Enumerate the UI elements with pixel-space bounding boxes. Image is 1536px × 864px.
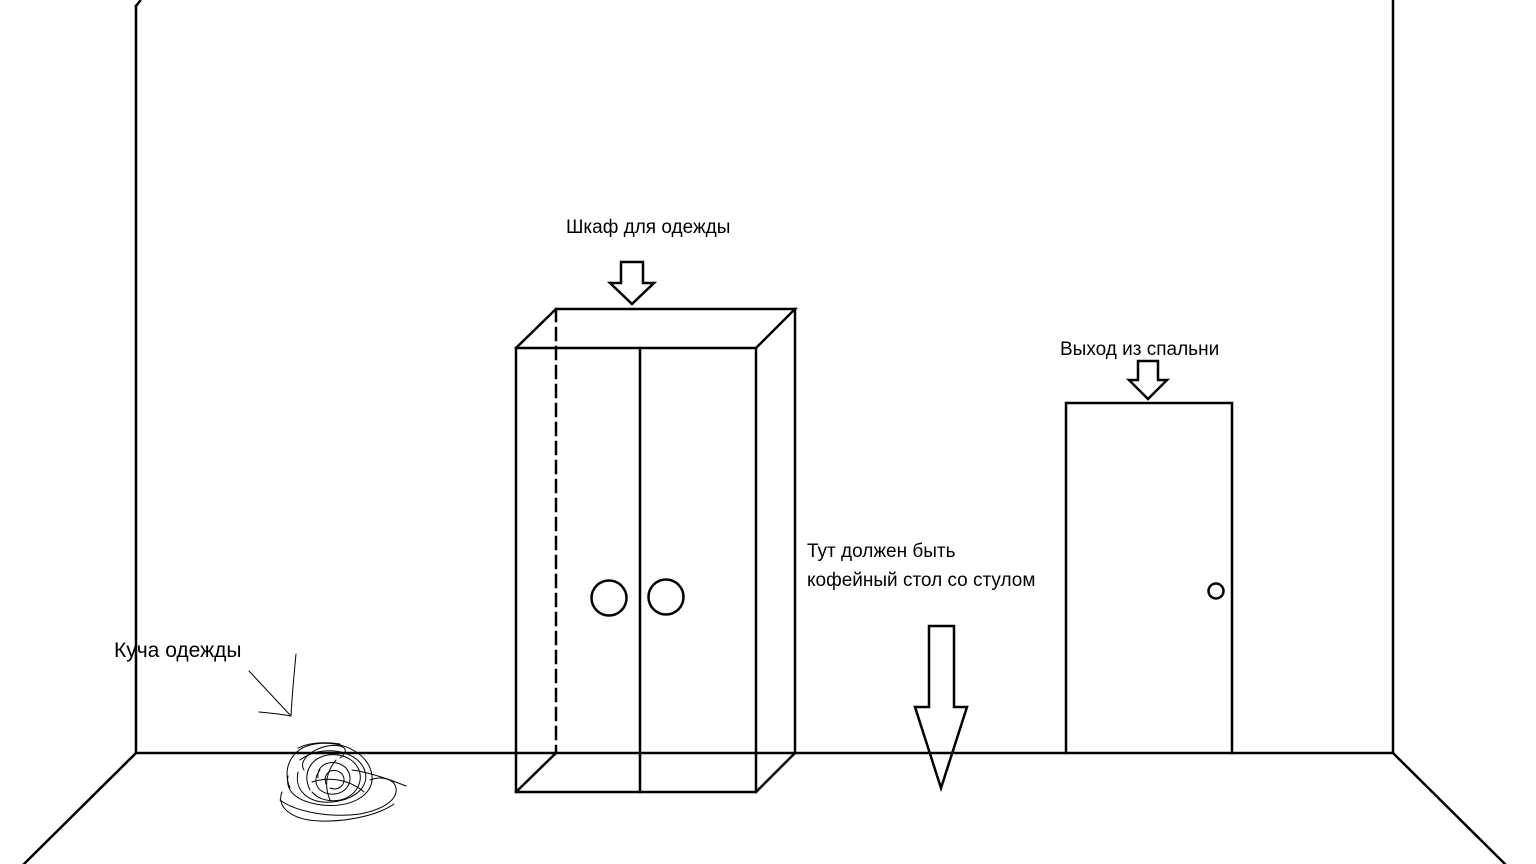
coffee-table-arrow-icon [913,624,969,793]
right-floor-corner [1391,751,1507,864]
wardrobe-left-handle [590,579,628,617]
wardrobe-top-back [514,307,799,350]
left-floor-corner [22,751,138,864]
clothes-pointer-icon [248,653,297,717]
left-wall-top-tick [134,0,142,8]
door-arrow-icon [1125,359,1171,401]
wardrobe-arrow-icon [606,260,658,306]
wardrobe-right-handle [647,578,685,616]
coffee-table-label-line1: Тут должен быть [807,541,956,562]
wardrobe-label: Шкаф для одежды [566,217,731,238]
exit-label: Выход из спальни [1060,339,1220,360]
coffee-table-label-line2: кофейный стол со стулом [807,570,1036,591]
room-walls [22,0,1507,864]
clothes-pile-label: Куча одежды [114,639,242,662]
door-frame [1064,401,1234,755]
wardrobe-front [514,346,758,794]
door-knob [1207,582,1225,600]
bedroom-door [1064,401,1234,755]
wardrobe [514,307,799,794]
coffee-table-label: Тут должен быть кофейный стол со стулом [807,537,1035,595]
wardrobe-bottom-left [514,751,558,794]
wardrobe-bottom-right [754,751,797,794]
clothes-pile-icon [279,742,407,822]
